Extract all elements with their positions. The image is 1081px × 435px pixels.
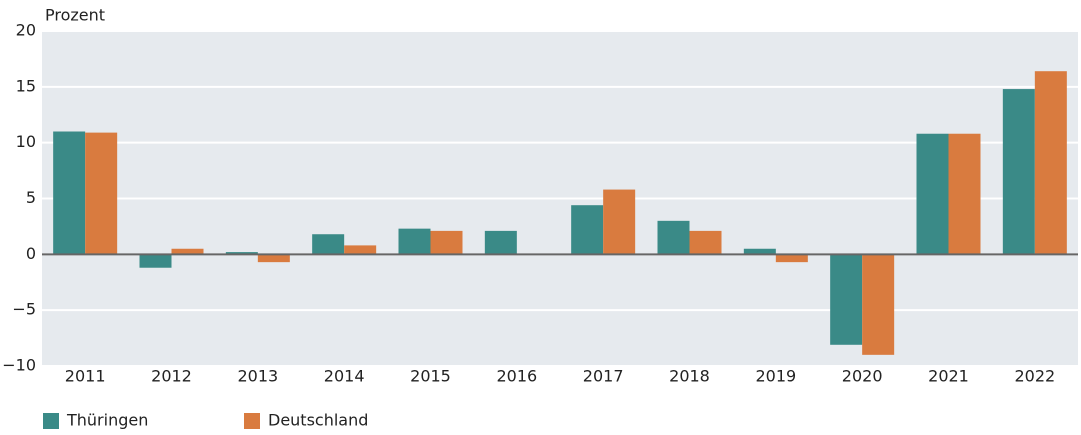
y-axis-label: Prozent (45, 6, 105, 25)
x-tick-label: 2019 (755, 367, 796, 386)
bar (257, 254, 290, 263)
bar (53, 131, 86, 255)
legend-swatch (43, 413, 59, 429)
x-tick-label: 2014 (324, 367, 365, 386)
bar (139, 254, 172, 268)
bar (689, 230, 722, 255)
bar (171, 248, 204, 255)
y-tick-label: −10 (2, 356, 36, 375)
y-tick-label: 20 (16, 21, 36, 40)
bar (85, 132, 118, 255)
x-tick-label: 2013 (237, 367, 278, 386)
x-tick-label: 2020 (842, 367, 883, 386)
bar (398, 228, 431, 255)
y-tick-label: 5 (26, 188, 36, 207)
x-tick-label: 2012 (151, 367, 192, 386)
bar (862, 254, 895, 355)
bar (1034, 71, 1067, 255)
bar (571, 205, 604, 255)
x-tick-label: 2011 (65, 367, 106, 386)
bar (312, 234, 345, 255)
bar (344, 245, 377, 255)
bar (775, 254, 808, 263)
bar (1002, 89, 1035, 255)
x-tick-label: 2018 (669, 367, 710, 386)
x-tick-label: 2022 (1014, 367, 1055, 386)
bar (743, 248, 776, 255)
x-tick-label: 2021 (928, 367, 969, 386)
y-tick-label: 15 (16, 76, 36, 95)
x-tick-label: 2015 (410, 367, 451, 386)
bar (225, 252, 258, 255)
legend-label: Deutschland (268, 411, 368, 430)
x-tick-label: 2017 (583, 367, 624, 386)
bar (830, 254, 863, 345)
legend-swatch (244, 413, 260, 429)
bar (916, 133, 949, 255)
bar (657, 220, 690, 255)
bar (430, 230, 463, 255)
y-tick-label: −5 (12, 300, 36, 319)
y-tick-label: 10 (16, 132, 36, 151)
bar (948, 133, 981, 255)
y-tick-label: 0 (26, 244, 36, 263)
bar (484, 230, 517, 255)
x-tick-label: 2016 (496, 367, 537, 386)
bar (603, 189, 636, 255)
legend-label: Thüringen (66, 411, 148, 430)
